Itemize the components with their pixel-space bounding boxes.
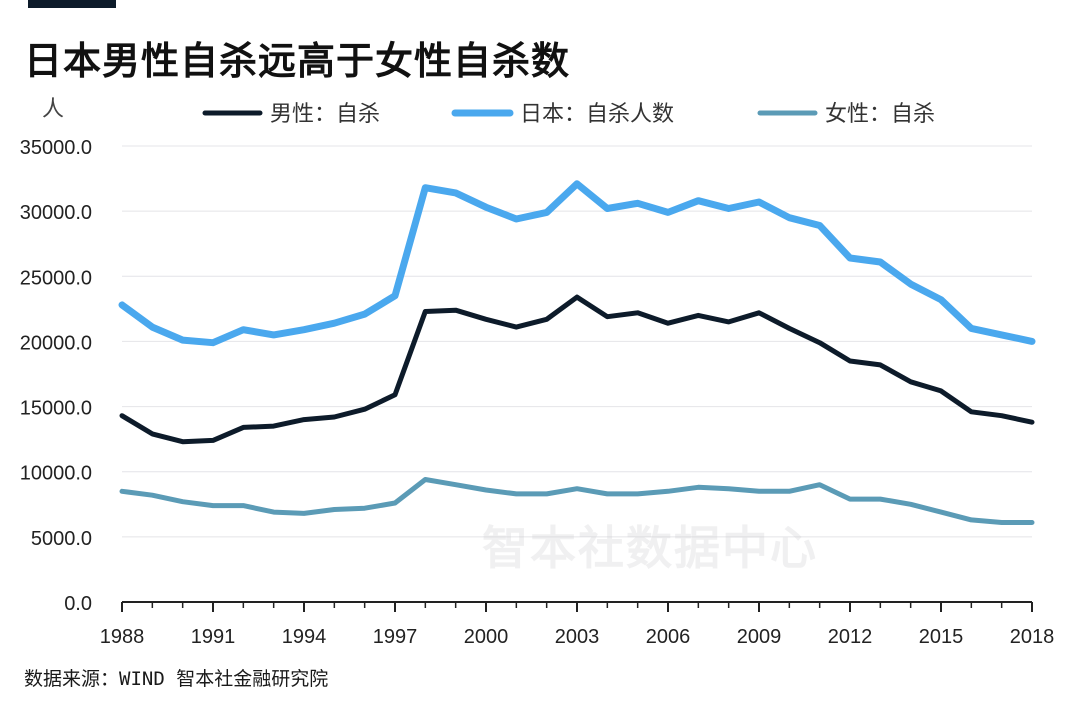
x-tick-label: 2009 — [737, 626, 782, 648]
x-tick-label: 2018 — [1010, 626, 1055, 648]
grid-lines — [122, 145, 1032, 538]
x-tick-label: 2012 — [828, 626, 873, 648]
source-note: 数据来源：WIND 智本社金融研究院 — [24, 668, 329, 690]
y-tick-label: 25000.0 — [20, 267, 92, 289]
legend-label-total: 日本：自杀人数 — [520, 102, 674, 127]
x-tick-label: 1991 — [191, 626, 236, 648]
x-tick-label: 2000 — [464, 626, 509, 648]
x-tick-label: 2006 — [646, 626, 691, 648]
x-tick-label: 1997 — [373, 626, 418, 648]
axes: 0.0 5000.0 10000.0 15000.0 20000.0 25000.0 300… — [20, 97, 1055, 648]
y-tick-label: 5000.0 — [31, 528, 92, 550]
legend-label-male: 男性：自杀 — [270, 102, 380, 127]
x-tick-label: 1988 — [100, 626, 145, 648]
y-tick-label: 0.0 — [64, 593, 92, 615]
x-tick-label: 2003 — [555, 626, 600, 648]
legend-label-female: 女性：自杀 — [825, 102, 935, 127]
series-line-female — [119, 477, 1035, 525]
series-line-male — [119, 294, 1035, 445]
series-lines — [118, 180, 1036, 525]
legend: 男性：自杀 日本：自杀人数 女性：自杀 — [202, 102, 935, 127]
y-tick-label: 10000.0 — [20, 463, 92, 485]
y-axis-label: 人 — [42, 97, 64, 122]
watermark-text: 智本社数据中心 — [482, 521, 818, 575]
y-tick-label: 30000.0 — [20, 202, 92, 224]
y-tick-label: 15000.0 — [20, 398, 92, 420]
y-tick-label: 20000.0 — [20, 332, 92, 354]
x-tick-label: 1994 — [282, 626, 327, 648]
series-line-total — [118, 180, 1036, 347]
y-tick-label: 35000.0 — [20, 137, 92, 159]
x-tick-label: 2015 — [919, 626, 964, 648]
title-accent-bar — [28, 0, 116, 8]
page-title: 日本男性自杀远高于女性自杀数 — [24, 39, 571, 83]
